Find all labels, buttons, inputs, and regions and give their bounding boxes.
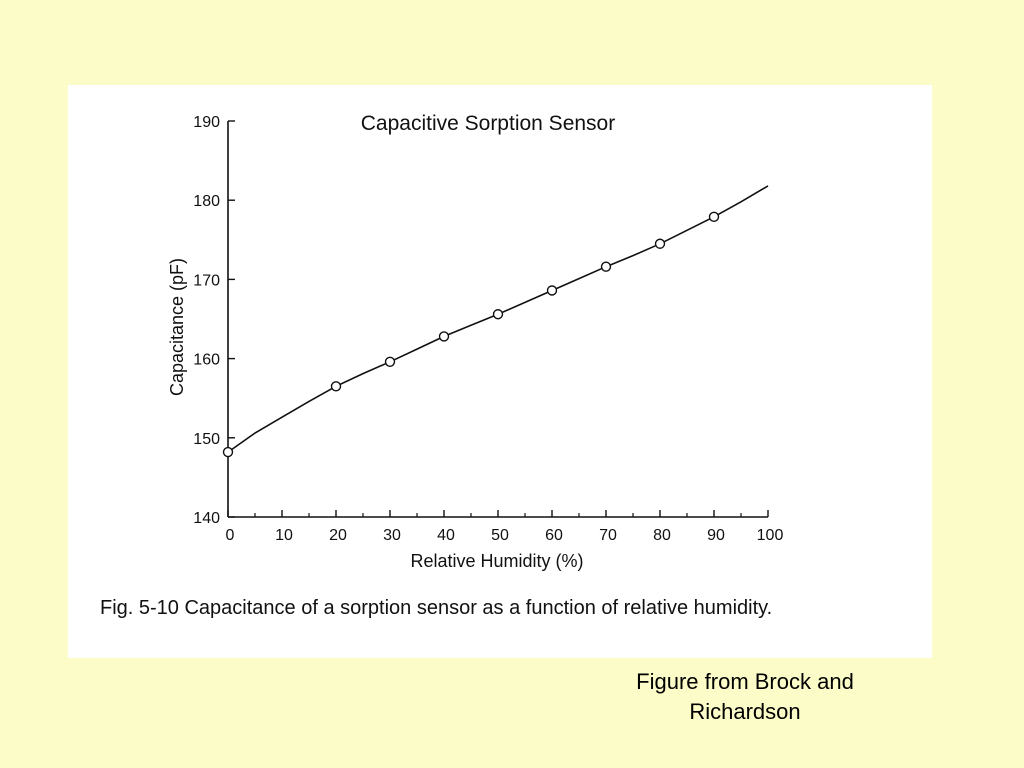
source-note: Figure from Brock and Richardson xyxy=(600,667,890,727)
source-note-line-1: Figure from Brock and xyxy=(636,669,854,694)
x-tick-label: 50 xyxy=(491,527,509,544)
x-tick-label: 60 xyxy=(545,527,563,544)
data-point xyxy=(546,285,558,296)
y-tick-label: 170 xyxy=(193,272,220,289)
data-point xyxy=(492,309,504,320)
y-tick-label: 140 xyxy=(193,510,220,527)
x-tick-label: 20 xyxy=(329,527,347,544)
x-tick-label: 100 xyxy=(757,527,784,544)
data-points xyxy=(222,211,720,458)
x-axis-label: Relative Humidity (%) xyxy=(410,551,583,571)
data-point xyxy=(384,356,396,367)
y-tick-label: 150 xyxy=(193,431,220,448)
x-tick-label: 40 xyxy=(437,527,455,544)
chart-title: Capacitive Sorption Sensor xyxy=(361,112,615,135)
x-tick-label: 30 xyxy=(383,527,401,544)
y-tick-labels: 140 150 160 170 180 190 xyxy=(193,114,220,527)
y-tick-label: 160 xyxy=(193,352,220,369)
figure-panel: Capacitive Sorption Sensor 140 150 160 170 1… xyxy=(68,85,932,658)
data-point xyxy=(600,261,612,272)
data-point xyxy=(222,446,234,458)
x-tick-label: 10 xyxy=(275,527,293,544)
source-note-line-2: Richardson xyxy=(689,699,801,724)
data-point xyxy=(654,238,666,249)
data-point xyxy=(438,331,450,342)
figure-caption: Fig. 5-10 Capacitance of a sorption sens… xyxy=(100,597,773,619)
chart: Capacitive Sorption Sensor 1401501601701… xyxy=(167,112,784,571)
x-tick-label: 0 xyxy=(226,527,235,544)
y-axis-label: Capacitance (pF) xyxy=(167,258,187,396)
y-tick-label: 180 xyxy=(193,193,220,210)
x-tick-label: 90 xyxy=(707,527,725,544)
x-tick-labels: 0 10 20 30 40 50 60 70 80 90 100 xyxy=(226,527,784,544)
y-tick-label: 190 xyxy=(193,114,220,131)
x-tick-label: 80 xyxy=(653,527,671,544)
data-point xyxy=(330,381,342,392)
data-point xyxy=(708,211,720,223)
x-tick-label: 70 xyxy=(599,527,617,544)
